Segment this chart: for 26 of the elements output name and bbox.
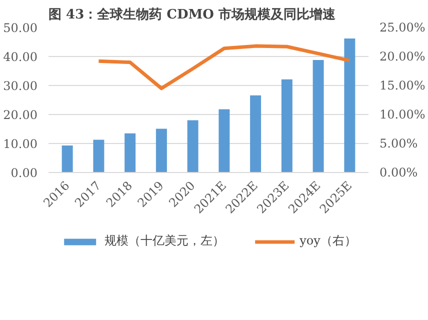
y2-tick-label: 5.00% [380,136,418,150]
bar [312,60,324,172]
y2-tick-label: 20.00% [380,50,426,64]
y-tick-label: 30.00 [3,79,38,93]
y-tick-label: 40.00 [3,50,38,64]
legend-label: yoy（右） [300,232,356,250]
line-series [96,44,352,90]
bar [218,109,230,172]
bar [124,133,136,172]
y-tick-label: 0.00 [10,166,38,180]
bar [187,120,198,172]
y2-tick-label: 15.00% [380,78,426,92]
y-tick-label: 50.00 [3,21,38,35]
legend-label: 规模（十亿美元，左） [104,232,225,250]
bar [156,128,167,172]
bar [93,140,104,172]
bar [344,38,356,172]
y2-tick-label: 25.00% [380,20,426,34]
y-tick-label: 10.00 [3,137,38,151]
y2-tick-label: 10.00% [380,108,426,122]
y2-tick-label: 0.00% [380,166,418,180]
bar [281,79,292,172]
y-tick-label: 20.00 [3,108,38,122]
bar [62,146,73,172]
chart-title: 图 43：全球生物药 CDMO 市场规模及同比增速 [48,6,337,22]
bar [250,95,262,172]
